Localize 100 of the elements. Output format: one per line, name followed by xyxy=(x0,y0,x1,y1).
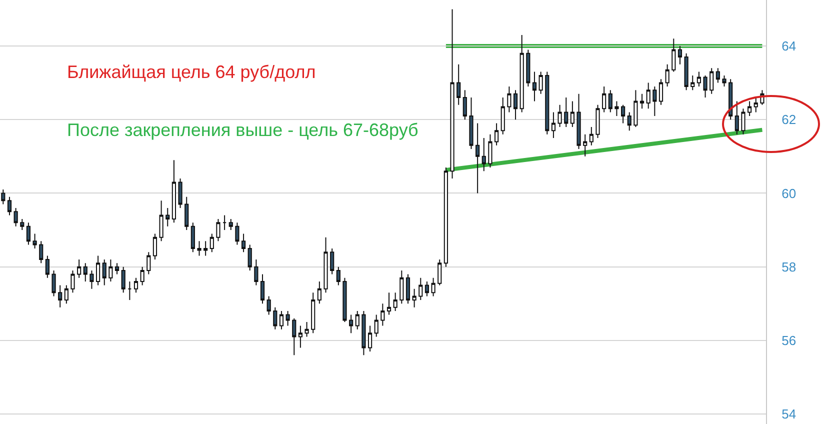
candlestick xyxy=(254,258,258,286)
candlestick xyxy=(70,270,75,294)
candlestick xyxy=(482,138,486,172)
candlestick xyxy=(184,196,189,231)
candlestick xyxy=(298,325,302,348)
candlestick xyxy=(114,262,120,275)
annotation: Ближайщая цель 64 руб/долл xyxy=(67,62,316,82)
candlestick xyxy=(684,52,688,91)
candlestick xyxy=(166,207,170,227)
candlestick xyxy=(216,218,220,242)
candlestick xyxy=(520,34,524,113)
candlestick xyxy=(722,74,726,87)
candlestick xyxy=(77,258,82,278)
candlestick xyxy=(292,318,296,356)
candlestick xyxy=(90,270,94,290)
candlestick xyxy=(596,104,600,139)
candlestick xyxy=(152,233,158,260)
candlestick xyxy=(39,240,44,264)
candlestick xyxy=(476,122,480,194)
y-tick-label: 60 xyxy=(782,186,796,201)
candlestick xyxy=(621,104,626,124)
candlestick xyxy=(159,200,164,242)
candlestick xyxy=(317,281,322,304)
candlestick xyxy=(64,284,68,304)
candlestick xyxy=(362,310,366,356)
candlestick xyxy=(716,68,720,84)
candlestick xyxy=(190,222,195,253)
candlestick xyxy=(368,325,372,352)
candlestick xyxy=(32,233,37,249)
candlestick xyxy=(658,78,664,106)
candlestick xyxy=(438,258,442,286)
candlestick xyxy=(286,310,290,326)
candlestick xyxy=(235,222,240,246)
y-tick-label: 54 xyxy=(782,406,796,422)
candlestick xyxy=(273,306,278,330)
candlestick xyxy=(102,258,106,286)
candlestick xyxy=(444,166,448,268)
candlestick xyxy=(241,233,246,253)
candlestick xyxy=(146,252,151,275)
candlestick xyxy=(583,134,588,157)
candlestick xyxy=(349,314,354,334)
candlestick xyxy=(734,100,739,135)
candlestick xyxy=(507,86,512,113)
annotation: После закрепления выше - цель 67-68руб xyxy=(67,120,418,140)
y-tick-label: 62 xyxy=(782,112,796,128)
candlestick xyxy=(558,104,562,128)
candlestick xyxy=(58,284,62,308)
y-tick-label: 64 xyxy=(782,38,796,54)
candlestick xyxy=(456,64,461,106)
candlestick xyxy=(748,100,752,116)
candlestick xyxy=(210,233,214,253)
candlestick xyxy=(45,255,50,278)
candlestick xyxy=(545,71,550,135)
candlestick xyxy=(380,303,385,326)
candlestick xyxy=(646,82,650,110)
candlestick xyxy=(570,100,574,128)
candlestick xyxy=(469,97,474,150)
candlestick xyxy=(678,46,682,65)
candlestick xyxy=(608,90,612,113)
candlestick xyxy=(690,74,695,91)
candlestick xyxy=(121,266,126,294)
candlestick xyxy=(462,90,467,120)
y-tick-label: 56 xyxy=(782,333,796,348)
candlestick xyxy=(324,236,328,294)
candlestick xyxy=(128,281,132,300)
candlestick xyxy=(450,8,454,180)
candlestick xyxy=(526,49,530,87)
candlestick xyxy=(1,189,6,205)
candlestick xyxy=(710,68,714,94)
candlestick xyxy=(355,310,360,330)
candlestick xyxy=(386,292,392,316)
candlestick xyxy=(494,122,499,146)
candlestick xyxy=(741,108,746,135)
candlestick xyxy=(728,78,733,120)
candlestick xyxy=(330,248,334,275)
candlestick xyxy=(140,266,144,286)
candlestick xyxy=(551,112,556,139)
candlestick xyxy=(532,71,537,102)
candlestick xyxy=(266,296,271,316)
candlestick xyxy=(96,255,100,286)
candlestick xyxy=(652,86,657,116)
candlestick xyxy=(500,97,505,135)
candlestick xyxy=(279,310,284,330)
candlestick xyxy=(20,218,24,231)
candlestick xyxy=(14,207,18,227)
candlestick xyxy=(431,277,436,297)
candlestick xyxy=(665,64,670,87)
candlestick xyxy=(204,240,208,256)
candlestick xyxy=(589,126,594,146)
candlestick xyxy=(634,90,638,128)
candlestick xyxy=(26,222,31,246)
candlestick xyxy=(564,97,568,128)
candlestick xyxy=(197,240,202,256)
candlestick xyxy=(7,196,12,216)
candlestick xyxy=(248,244,252,272)
candlestick xyxy=(108,258,113,282)
candlestick xyxy=(412,288,416,308)
candlestick xyxy=(393,292,398,312)
candlestick xyxy=(342,277,347,323)
candlestick xyxy=(336,266,340,286)
